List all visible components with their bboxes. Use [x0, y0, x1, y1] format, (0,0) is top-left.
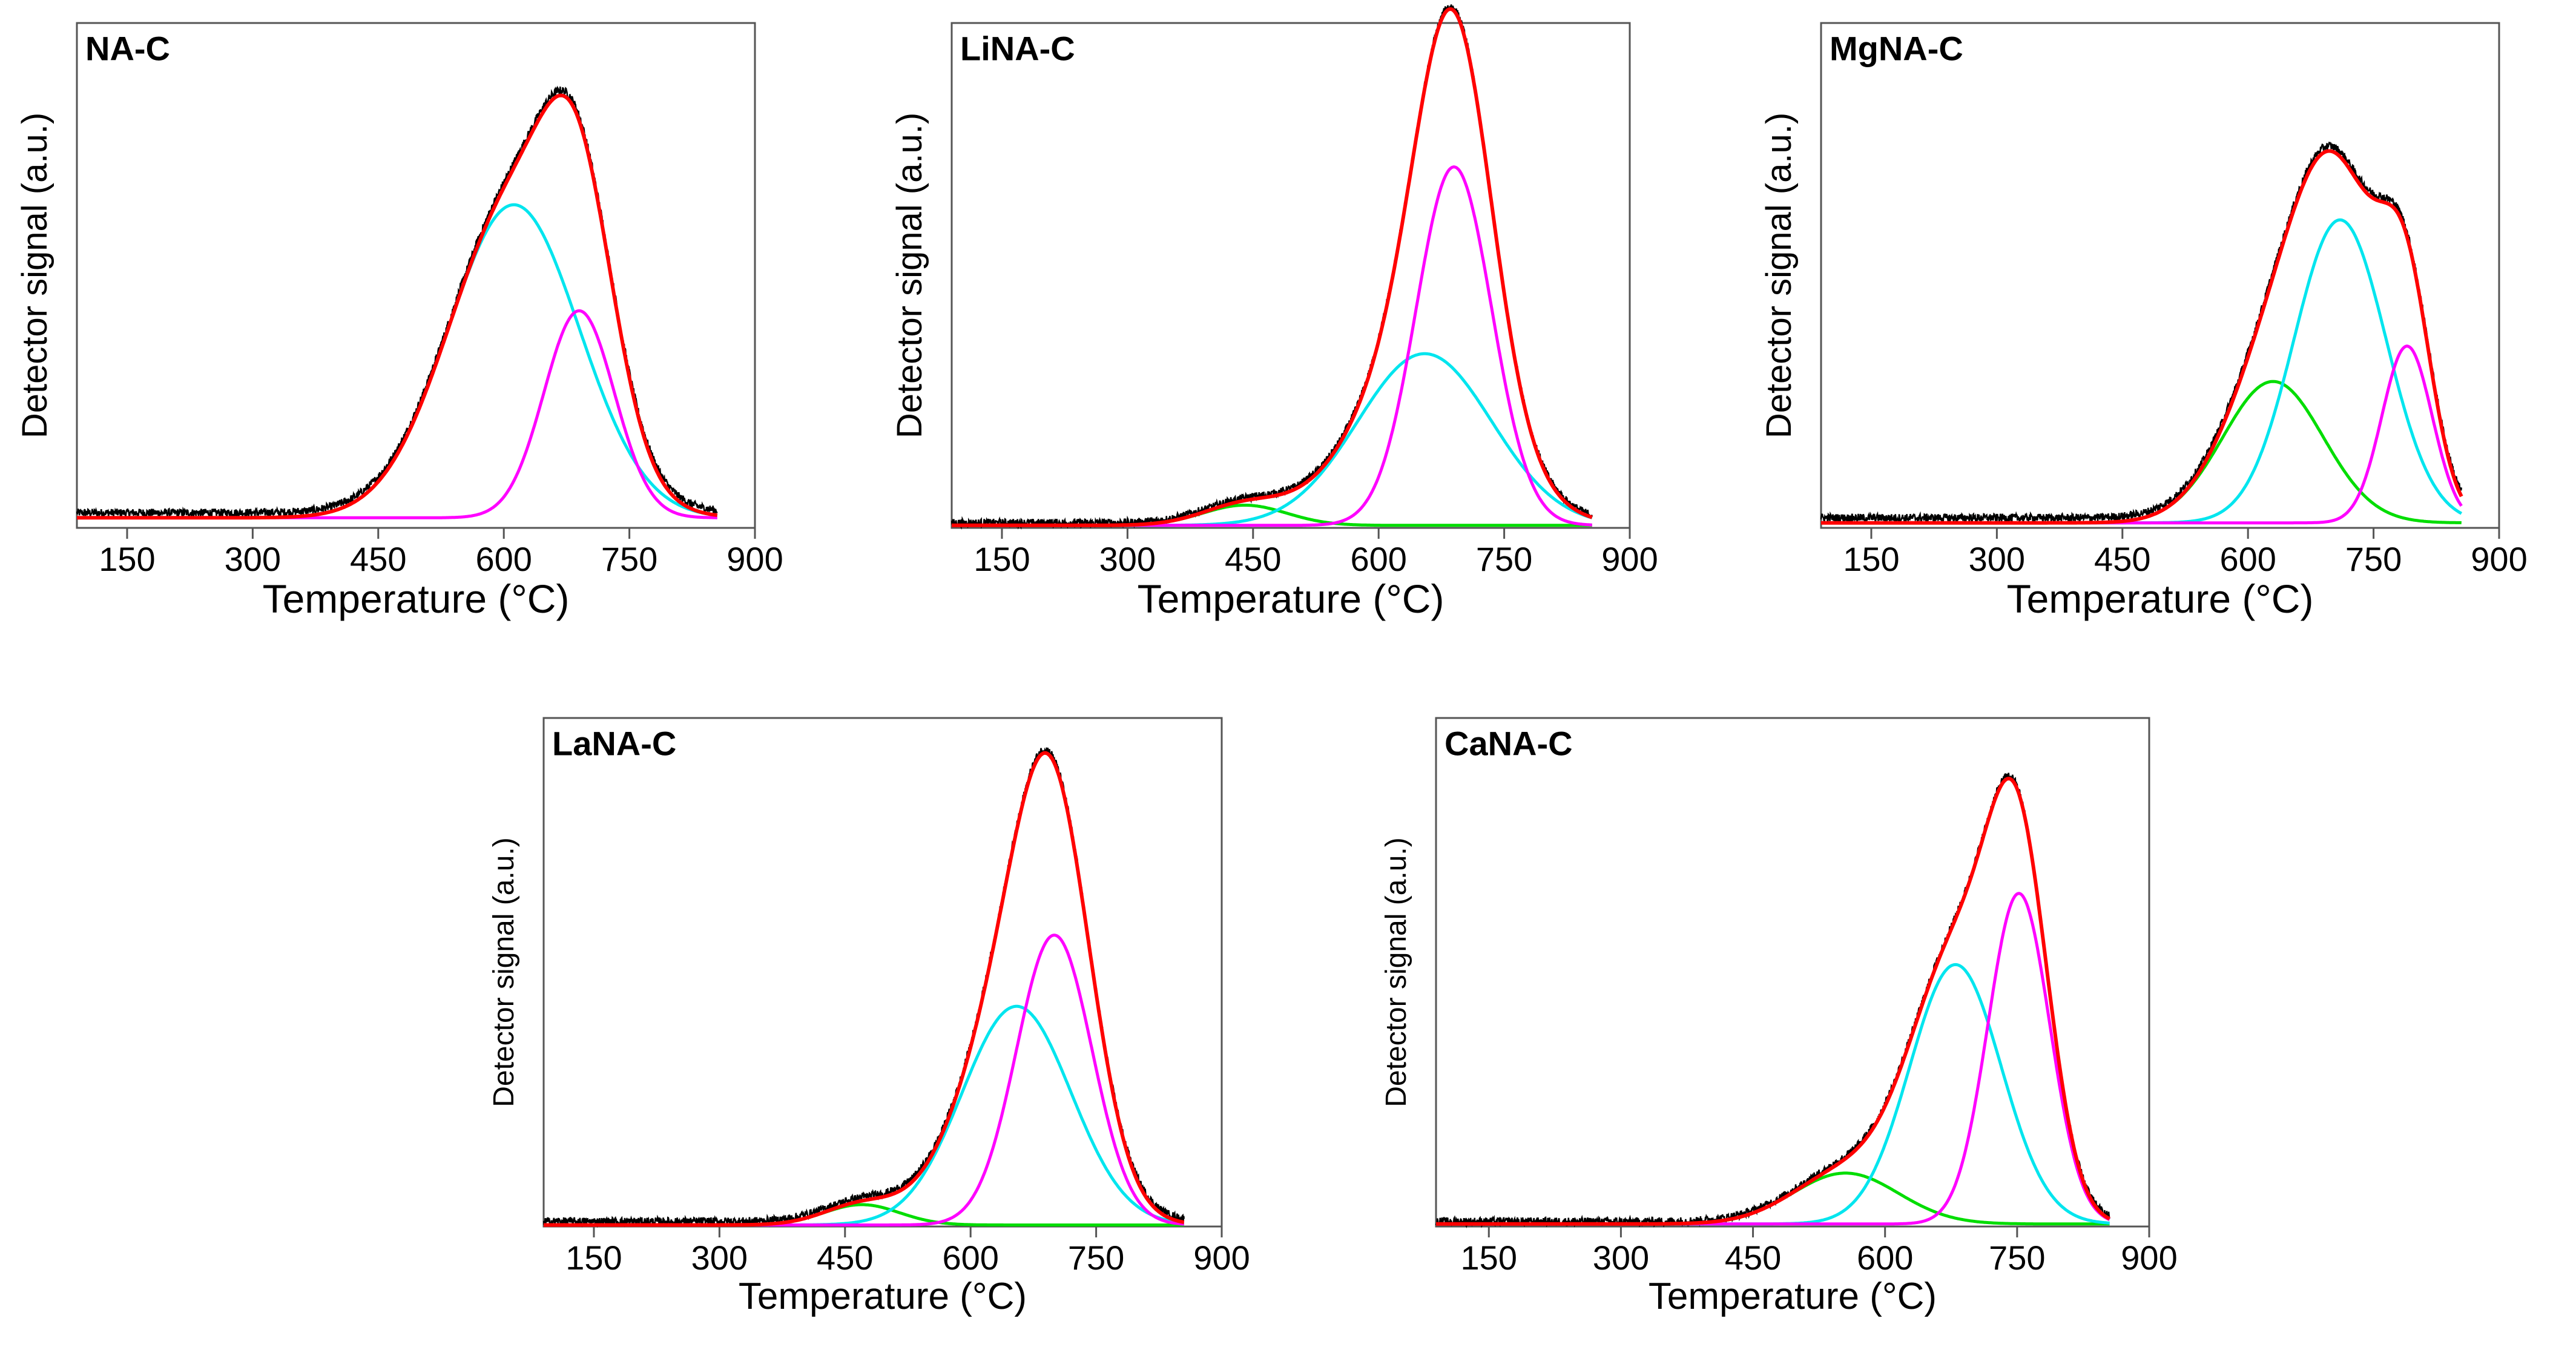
y-axis-label: Detector signal (a.u.): [890, 113, 929, 438]
x-tick-label: 900: [726, 540, 783, 578]
y-axis-label: Detector signal (a.u.): [488, 837, 520, 1107]
x-tick-label: 150: [1843, 540, 1899, 578]
x-axis-label: Temperature (°C): [1138, 576, 1444, 621]
x-tick-label: 600: [1350, 540, 1406, 578]
series-measured: [1435, 772, 2110, 1229]
x-tick-label: 150: [973, 540, 1030, 578]
x-tick-label: 450: [817, 1239, 873, 1277]
x-tick-label: 300: [1593, 1239, 1649, 1277]
series-component-2: [1436, 963, 2110, 1226]
x-tick-label: 900: [1193, 1239, 1250, 1277]
y-axis-label: Detector signal (a.u.): [1380, 837, 1412, 1107]
series-component-3: [544, 933, 1184, 1227]
series-fit-sum: [952, 7, 1593, 527]
chart-panel-mgna-c: 150 300 450 600 750 900 Temperature (°C) Detect…: [1759, 22, 2528, 621]
x-tick-label: 450: [2094, 540, 2150, 578]
x-tick-label: 900: [2121, 1239, 2177, 1277]
x-tick-label: 450: [1725, 1239, 1781, 1277]
x-tick-label: 750: [1989, 1239, 2045, 1277]
panel-label: LaNA-C: [552, 725, 676, 763]
series-component-1: [77, 203, 718, 519]
chart-panel-lina-c: 150 300 450 600 750 900 Temperature (°C) Detect…: [890, 4, 1658, 621]
chart-panel-lana-c: 150 300 450 600 750 900 Temperature (°C) Detect…: [488, 717, 1250, 1317]
series-measured: [542, 747, 1185, 1228]
series-measured: [1820, 141, 2463, 525]
series-fit-sum: [77, 93, 718, 520]
x-tick-label: 750: [1476, 540, 1532, 578]
series-fit-sum: [544, 751, 1185, 1227]
plot-frame: [1435, 717, 2150, 1228]
x-tick-label: 750: [601, 540, 657, 578]
y-axis-label: Detector signal (a.u.): [15, 113, 54, 438]
chart-panel-cana-c: 150 300 450 600 750 900 Temperature (°C) Detect…: [1380, 717, 2178, 1317]
x-tick-label: 150: [99, 540, 155, 578]
x-tick-label: 300: [1099, 540, 1156, 578]
plot-frame: [542, 717, 1223, 1228]
plot-frame: [1820, 22, 2500, 529]
x-tick-label: 750: [1068, 1239, 1124, 1277]
x-tick-label: 450: [350, 540, 406, 578]
series-fit-sum: [1821, 149, 2463, 525]
x-tick-label: 150: [1461, 1239, 1517, 1277]
panel-label: NA-C: [85, 30, 170, 68]
series-component-3: [952, 165, 1592, 527]
x-tick-label: 600: [2219, 540, 2276, 578]
x-tick-label: 300: [225, 540, 281, 578]
series-component-2: [952, 352, 1593, 527]
panel-label: CaNA-C: [1444, 725, 1573, 763]
x-tick-label: 600: [475, 540, 532, 578]
x-tick-label: 600: [1857, 1239, 1913, 1277]
x-tick-label: 600: [942, 1239, 998, 1277]
x-axis-label: Temperature (°C): [2007, 576, 2314, 621]
plot-frame: [950, 22, 1631, 529]
x-axis-label: Temperature (°C): [263, 576, 570, 621]
panel-label: MgNA-C: [1830, 30, 1963, 68]
x-tick-label: 150: [565, 1239, 622, 1277]
series-component-1: [1821, 380, 2462, 525]
series-measured: [950, 4, 1593, 530]
series-fit-sum: [1436, 777, 2110, 1226]
panel-label: LiNA-C: [960, 30, 1075, 68]
x-axis-label: Temperature (°C): [739, 1276, 1027, 1317]
x-axis-label: Temperature (°C): [1649, 1276, 1937, 1317]
x-tick-label: 900: [1601, 540, 1658, 578]
series-component-3: [1436, 892, 2110, 1226]
x-tick-label: 300: [1969, 540, 2025, 578]
chart-panel-na-c: 150 300 450 600 750 900 Temperature (°C) Detect…: [15, 22, 783, 621]
series-component-1: [1436, 1171, 2110, 1226]
x-tick-label: 450: [1225, 540, 1281, 578]
plot-frame: [76, 22, 756, 529]
x-tick-label: 300: [691, 1239, 748, 1277]
x-tick-label: 900: [2471, 540, 2527, 578]
x-tick-label: 750: [2345, 540, 2402, 578]
y-axis-label: Detector signal (a.u.): [1759, 113, 1799, 438]
